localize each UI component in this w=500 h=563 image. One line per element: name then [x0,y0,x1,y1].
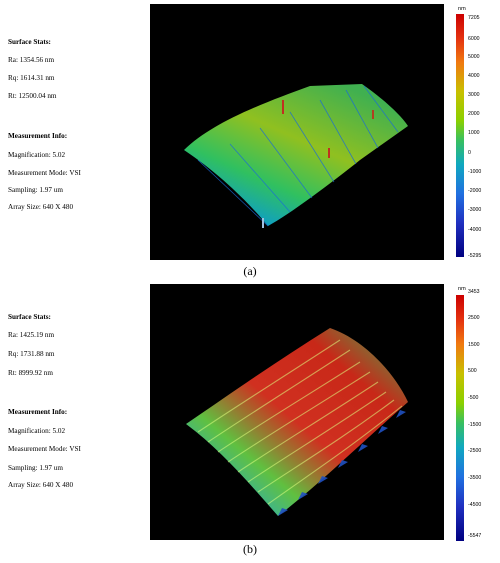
colorbar-tick: -4500 [468,502,482,508]
magnification-value: Magnification: 5.02 [8,427,66,435]
colorbar-tick: -3500 [468,475,482,481]
colorbar-unit: nm [458,6,466,12]
colorbar-tick: 0 [468,150,471,156]
colorbar-tick: 5000 [468,54,480,60]
panel-b: Surface Stats: Ra: 1425.19 nm Rq: 1731.8… [0,282,500,563]
ra-value: Ra: 1425.19 nm [8,331,55,339]
colorbar-tick: -2000 [468,188,482,194]
caption-b: (b) [243,542,257,556]
array-size-value: Array Size: 640 X 480 [8,481,74,489]
colorbar-tick: -4000 [468,227,482,233]
colorbar-tick: 2500 [468,315,480,321]
magnification-value: Magnification: 5.02 [8,151,66,159]
measurement-info-title: Measurement Info: [8,132,68,140]
colorbar [456,14,464,257]
colorbar-tick: -1000 [468,169,482,175]
rt-value: Rt: 8999.92 nm [8,369,53,377]
colorbar-tick: 2000 [468,111,480,117]
caption-a: (a) [243,264,257,278]
colorbar-tick: 6000 [468,36,480,42]
colorbar-tick: -2500 [468,448,482,454]
measurement-mode-value: Measurement Mode: VSI [8,169,81,177]
panel-a: Surface Stats: Ra: 1354.56 nm Rq: 1614.3… [8,4,482,278]
sampling-value: Sampling: 1.97 um [8,186,63,194]
rt-value: Rt: 12500.04 nm [8,92,57,100]
colorbar-tick: -3000 [468,207,482,213]
colorbar-tick: 1500 [468,342,480,348]
colorbar-unit: nm [458,286,466,292]
measurement-info-title: Measurement Info: [8,408,68,416]
colorbar-tick: 7205 [468,15,480,21]
sampling-value: Sampling: 1.97 um [8,464,63,472]
colorbar-tick: -5547 [468,533,482,539]
ra-value: Ra: 1354.56 nm [8,56,55,64]
colorbar-tick: 1000 [468,130,480,136]
colorbar [456,295,464,541]
colorbar-tick: -5295 [468,253,482,259]
surface-3d-plot [150,4,444,260]
colorbar-tick: -1500 [468,422,482,428]
colorbar-tick: -500 [468,395,479,401]
surface-3d-plot [150,284,444,540]
surface-stats-title: Surface Stats: [8,38,51,46]
colorbar-tick: 3453 [468,289,480,295]
measurement-mode-value: Measurement Mode: VSI [8,445,81,453]
rq-value: Rq: 1731.88 nm [8,350,55,358]
colorbar-tick: 4000 [468,73,480,79]
rq-value: Rq: 1614.31 nm [8,74,55,82]
array-size-value: Array Size: 640 X 480 [8,203,74,211]
surface-stats-title: Surface Stats: [8,313,51,321]
colorbar-tick: 500 [468,368,477,374]
colorbar-tick: 3000 [468,92,480,98]
